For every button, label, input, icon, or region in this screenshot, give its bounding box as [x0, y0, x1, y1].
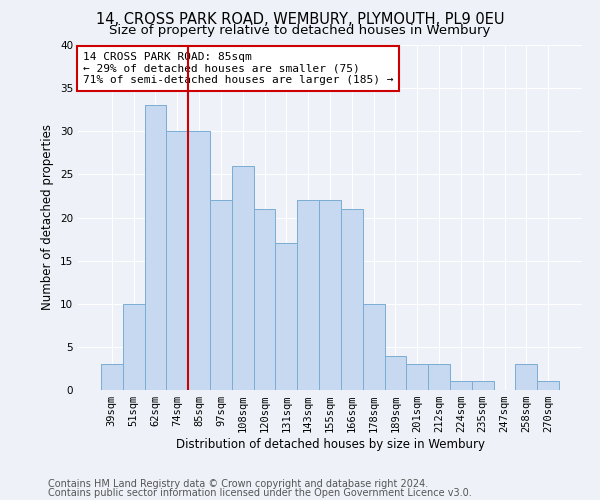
Bar [341, 209, 363, 390]
Text: 14 CROSS PARK ROAD: 85sqm
← 29% of detached houses are smaller (75)
71% of semi-: 14 CROSS PARK ROAD: 85sqm ← 29% of detac… [83, 52, 394, 85]
Bar [385, 356, 406, 390]
Text: Contains HM Land Registry data © Crown copyright and database right 2024.: Contains HM Land Registry data © Crown c… [48, 479, 428, 489]
Bar [275, 244, 297, 390]
X-axis label: Distribution of detached houses by size in Wembury: Distribution of detached houses by size … [176, 438, 485, 451]
Bar [123, 304, 145, 390]
Bar [319, 200, 341, 390]
Bar [188, 131, 210, 390]
Text: Contains public sector information licensed under the Open Government Licence v3: Contains public sector information licen… [48, 488, 472, 498]
Y-axis label: Number of detached properties: Number of detached properties [41, 124, 55, 310]
Text: Size of property relative to detached houses in Wembury: Size of property relative to detached ho… [109, 24, 491, 37]
Bar [232, 166, 254, 390]
Bar [166, 131, 188, 390]
Text: 14, CROSS PARK ROAD, WEMBURY, PLYMOUTH, PL9 0EU: 14, CROSS PARK ROAD, WEMBURY, PLYMOUTH, … [96, 12, 504, 28]
Bar [450, 382, 472, 390]
Bar [210, 200, 232, 390]
Bar [297, 200, 319, 390]
Bar [537, 382, 559, 390]
Bar [472, 382, 494, 390]
Bar [406, 364, 428, 390]
Bar [254, 209, 275, 390]
Bar [101, 364, 123, 390]
Bar [428, 364, 450, 390]
Bar [515, 364, 537, 390]
Bar [363, 304, 385, 390]
Bar [145, 106, 166, 390]
